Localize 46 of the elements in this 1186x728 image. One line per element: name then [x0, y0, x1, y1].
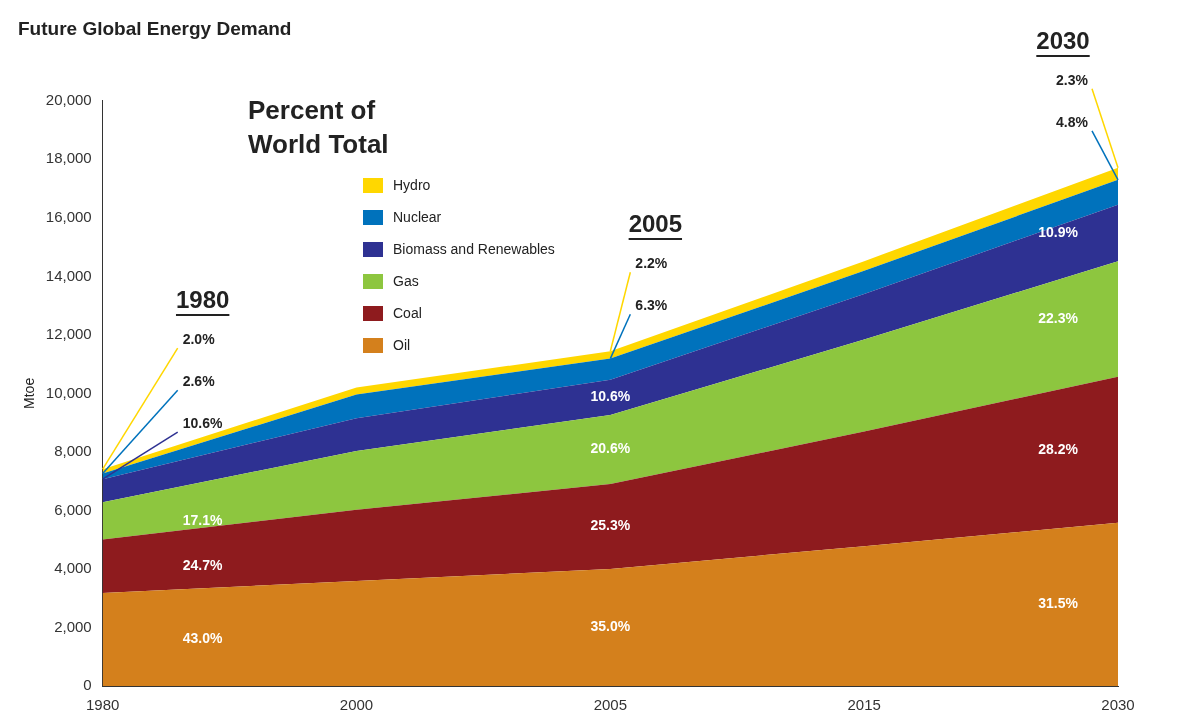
y-tick-label: 20,000 — [45, 90, 92, 108]
annotation: 2.2% — [635, 255, 668, 272]
legend-title: Percent of World Total — [248, 94, 390, 161]
x-tick-label: 2005 — [593, 696, 628, 714]
y-tick-label: 6,000 — [54, 500, 92, 518]
y-tick-label: 12,000 — [45, 325, 92, 343]
annotation: 28.2% — [1038, 440, 1079, 457]
annotation: 25.3% — [590, 517, 631, 534]
x-tick-label: 2000 — [339, 696, 374, 714]
y-tick-label: 8,000 — [54, 442, 92, 460]
legend-label: Gas — [393, 273, 419, 289]
legend-label: Biomass and Renewables — [393, 241, 555, 257]
y-tick-label: 16,000 — [45, 207, 92, 225]
annotation: 17.1% — [182, 511, 223, 528]
annotation: 10.9% — [1038, 223, 1079, 240]
annotation: 6.3% — [635, 297, 668, 314]
annotation: 43.0% — [182, 630, 223, 647]
y-axis-title: Mtoe — [21, 377, 38, 409]
annotation: 31.5% — [1038, 595, 1079, 612]
annotation: 22.3% — [1038, 309, 1079, 326]
annotation: 1980 — [175, 286, 230, 315]
annotation: 24.7% — [182, 557, 223, 574]
y-tick-label: 10,000 — [45, 383, 92, 401]
x-tick-label: 2015 — [847, 696, 881, 714]
y-tick-label: 0 — [83, 676, 92, 694]
chart-title: Future Global Energy Demand — [18, 17, 292, 39]
legend-label: Coal — [393, 305, 422, 321]
y-tick-label: 18,000 — [45, 149, 92, 167]
annotation: 20.6% — [590, 440, 631, 457]
annotation: 2.3% — [1056, 71, 1089, 88]
y-tick-label: 2,000 — [54, 617, 92, 635]
annotation: 10.6% — [182, 415, 223, 432]
x-tick-label: 1980 — [85, 696, 120, 714]
annotation: 10.6% — [590, 388, 631, 405]
x-tick-label: 2030 — [1101, 696, 1135, 714]
annotation: 35.0% — [590, 618, 631, 635]
annotation: 2.0% — [182, 331, 216, 348]
y-tick-label: 4,000 — [54, 559, 92, 577]
legend-label: Nuclear — [393, 209, 442, 225]
legend-label: Oil — [393, 337, 411, 353]
y-tick-label: 14,000 — [45, 266, 92, 284]
annotation: 2.6% — [182, 373, 216, 390]
annotation: 2005 — [628, 210, 683, 239]
annotation: 4.8% — [1056, 113, 1089, 130]
text: 2030 — [1036, 26, 1090, 55]
legend-label: Hydro — [393, 177, 431, 193]
